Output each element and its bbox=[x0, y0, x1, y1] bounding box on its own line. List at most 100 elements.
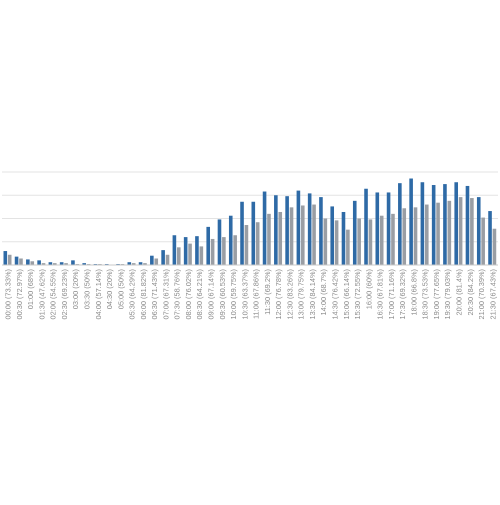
bar-series2-10:30 bbox=[244, 225, 249, 265]
bar-series1-06:30 bbox=[150, 255, 154, 265]
bar-series1-19:30 bbox=[443, 184, 447, 265]
x-tick-label: 13:30 (84.14%) bbox=[308, 269, 317, 320]
bar-series1-06:00 bbox=[138, 262, 143, 265]
x-tick-label: 18:00 (66.8%) bbox=[409, 269, 418, 315]
bar-series1-09:00 bbox=[206, 226, 211, 265]
x-tick-label: 09:00 (67.14%) bbox=[207, 269, 216, 320]
x-tick-label: 17:30 (69.32%) bbox=[398, 269, 407, 320]
x-tick-label: 21:00 (70.39%) bbox=[477, 269, 486, 320]
bar-series2-19:00 bbox=[436, 202, 440, 265]
bar-series2-20:00 bbox=[458, 197, 463, 265]
bar-series2-11:00 bbox=[255, 222, 260, 265]
bar-series2-13:30 bbox=[312, 204, 316, 265]
bar-series2-01:00 bbox=[30, 261, 35, 265]
x-tick-label: 15:30 (72.55%) bbox=[353, 269, 362, 320]
bar-series1-01:30 bbox=[37, 260, 41, 265]
bar-series1-03:00 bbox=[71, 260, 75, 265]
x-tick-label: 14:00 (68.7%) bbox=[319, 269, 328, 315]
bar-series1-19:00 bbox=[431, 185, 436, 265]
bar-series2-08:00 bbox=[188, 243, 192, 265]
bar-series2-14:00 bbox=[323, 218, 328, 265]
bar-series2-00:00 bbox=[7, 254, 12, 265]
bar-series2-02:30 bbox=[64, 263, 68, 265]
bar-series1-20:30 bbox=[465, 185, 470, 265]
bar-series1-14:30 bbox=[330, 206, 335, 265]
x-tick-label: 17:00 (71.16%) bbox=[387, 269, 396, 320]
bar-series2-10:00 bbox=[233, 235, 237, 265]
bar-series1-17:00 bbox=[386, 192, 391, 265]
bar-series2-07:30 bbox=[176, 247, 181, 265]
x-tick-label: 14:30 (76.42%) bbox=[331, 269, 340, 320]
bar-series2-08:30 bbox=[199, 246, 204, 265]
x-tick-label: 00:30 (72.97%) bbox=[15, 269, 24, 320]
x-tick-label: 03:30 (50%) bbox=[83, 269, 92, 309]
x-tick-label: 00:00 (73.33%) bbox=[4, 269, 13, 320]
x-tick-label: 11:30 (69.2%) bbox=[263, 269, 272, 315]
bar-series1-01:00 bbox=[26, 259, 30, 265]
bar-series1-08:30 bbox=[195, 236, 199, 265]
bar-series2-16:00 bbox=[368, 219, 373, 265]
x-tick-label: 19:30 (79.03%) bbox=[443, 269, 452, 320]
bar-series1-10:30 bbox=[240, 201, 244, 265]
x-tick-label: 10:00 (59.75%) bbox=[229, 269, 238, 320]
bar-series1-03:30 bbox=[82, 263, 87, 265]
bar-series2-16:30 bbox=[379, 215, 384, 265]
bar-series1-13:30 bbox=[307, 193, 312, 265]
bar-series1-14:00 bbox=[319, 197, 323, 265]
bar-series1-15:30 bbox=[352, 200, 357, 265]
bar-series2-05:30 bbox=[131, 263, 136, 265]
bar-series2-13:00 bbox=[300, 205, 305, 265]
bar-series2-12:30 bbox=[289, 207, 294, 265]
bar-series2-02:00 bbox=[52, 263, 57, 265]
x-tick-label: 05:00 (50%) bbox=[116, 269, 125, 309]
bar-series2-19:30 bbox=[447, 200, 452, 265]
bar-series2-12:00 bbox=[278, 211, 283, 265]
bar-series1-00:00 bbox=[3, 251, 8, 265]
x-tick-label: 05:30 (64.29%) bbox=[128, 269, 137, 320]
bar-series2-09:30 bbox=[222, 237, 226, 265]
bar-series1-00:30 bbox=[14, 256, 19, 265]
bar-series1-12:00 bbox=[274, 195, 278, 265]
bar-series1-17:30 bbox=[398, 183, 402, 265]
x-tick-label: 01:30 (47.62%) bbox=[37, 269, 46, 320]
bar-series1-16:00 bbox=[364, 188, 368, 265]
bar-series2-15:00 bbox=[346, 229, 350, 265]
x-tick-labels: 00:00 (73.33%) 00:30 (72.97%) 01:00 (68%) 0… bbox=[4, 269, 498, 320]
bar-series1-10:00 bbox=[228, 215, 233, 265]
bar-series1-05:30 bbox=[127, 262, 132, 265]
x-tick-label: 06:00 (81.82%) bbox=[139, 269, 148, 320]
bar-series1-02:30 bbox=[59, 262, 64, 265]
bar-series1-18:00 bbox=[409, 178, 413, 265]
bars bbox=[3, 178, 497, 265]
x-tick-label: 13:00 (79.75%) bbox=[297, 269, 306, 320]
bar-series1-08:00 bbox=[183, 237, 188, 265]
bar-series1-07:00 bbox=[161, 250, 165, 265]
x-tick-label: 02:00 (54.55%) bbox=[49, 269, 58, 320]
x-tick-label: 01:00 (68%) bbox=[26, 269, 35, 309]
bar-series1-09:30 bbox=[217, 219, 222, 265]
bar-series2-17:30 bbox=[402, 208, 407, 265]
bar-series2-17:00 bbox=[391, 213, 395, 265]
bar-series2-00:30 bbox=[19, 258, 23, 265]
bar-series1-02:00 bbox=[48, 262, 53, 265]
x-tick-label: 09:30 (60.53%) bbox=[218, 269, 227, 320]
bar-series1-12:30 bbox=[285, 196, 289, 265]
x-tick-label: 04:30 (20%) bbox=[105, 269, 114, 309]
bar-series1-15:00 bbox=[341, 211, 346, 265]
x-tick-label: 12:00 (76.78%) bbox=[274, 269, 283, 320]
x-tick-label: 15:00 (66.14%) bbox=[342, 269, 351, 320]
bar-series2-15:30 bbox=[357, 218, 361, 265]
bar-series2-06:00 bbox=[143, 263, 147, 265]
x-tick-label: 06:30 (71.43%) bbox=[150, 269, 159, 320]
bar-series1-16:30 bbox=[375, 192, 380, 265]
bar-series1-07:30 bbox=[172, 235, 177, 265]
x-tick-label: 19:00 (77.65%) bbox=[432, 269, 441, 320]
bar-series1-21:00 bbox=[476, 197, 481, 265]
bar-series1-11:30 bbox=[262, 191, 267, 265]
x-tick-label: 12:30 (83.26%) bbox=[285, 269, 294, 320]
x-tick-label: 21:30 (67.43%) bbox=[488, 269, 497, 320]
x-tick-label: 16:00 (60%) bbox=[364, 269, 373, 309]
bar-series1-13:00 bbox=[296, 190, 301, 265]
